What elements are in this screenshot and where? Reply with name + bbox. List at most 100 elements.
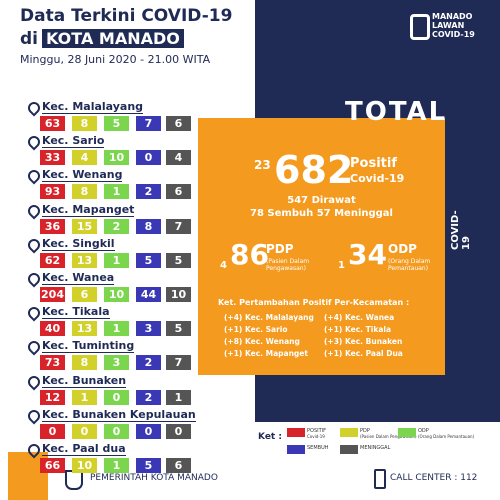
count-cell: 7 [166,218,191,234]
ket-title: Ket. Pertambahan Positif Per-Kecamatan : [218,298,410,307]
count-cell: 0 [166,423,191,439]
count-cell: 0 [136,150,161,166]
ket-list: (+4) Kec. Malalayang (+1) Kec. Sario (+8) … [224,313,424,361]
side-label: COVID-19 [450,210,472,250]
pin-icon [25,167,43,185]
ket-item: (+1) Kec. Sario [224,325,288,334]
count-cell: 8 [72,184,97,200]
legend-sub: (Pasien Dalam Pengawasan) [360,434,417,439]
positif-increase: 23 [254,158,271,172]
dirawat: 547 Dirawat [287,195,356,206]
count-cell: 204 [40,287,65,302]
ket-item: (+4) Kec. Wanea [324,313,395,322]
count-cell: 2 [136,355,161,371]
pin-icon [25,407,43,425]
pdp-count: 86 [230,238,269,271]
count-cell: 5 [104,116,129,131]
count-cell: 12 [40,389,65,405]
count-cell: 7 [166,355,191,371]
ket-item: (+4) Kec. Malalayang [224,313,314,322]
count-cell: 13 [72,321,97,337]
footer-call: CALL CENTER : 112 [390,473,478,483]
phone-icon [374,469,386,489]
pin-icon [25,373,43,391]
legend-label: MENINGGAL [360,445,391,451]
footer-org: PEMERINTAH KOTA MANADO [90,473,218,483]
district-name: Kec. Bunaken [42,373,127,388]
count-cell: 7 [136,116,161,131]
legend-label: ODP [418,428,429,434]
pin-icon [25,202,43,220]
odp-increase: 1 [338,260,345,271]
pin-icon [25,304,43,322]
pdp-increase: 4 [220,260,227,271]
total-heading: TOTAL [345,97,448,127]
district-name: Kec. Malalayang [42,100,144,114]
odp-label: ODP [388,242,417,256]
positif-count: 682 [274,148,354,192]
title: Data Terkini COVID-19 [20,6,233,26]
ket-item: (+1) Kec. Mapanget [224,349,308,358]
ket-item: (+1) Kec. Tikala [324,325,392,334]
pin-icon [25,338,43,356]
odp-count: 34 [348,238,387,271]
legend-sub: (Orang Dalam Pemantauan) [418,434,475,439]
legend-swatch [287,445,305,454]
logo-line: COVID-19 [432,30,475,39]
count-cell: 1 [166,389,191,405]
count-cell: 6 [166,184,191,200]
count-cell: 1 [104,458,129,473]
count-cell: 13 [72,252,97,268]
count-cell: 1 [72,389,97,405]
logo-icon [410,14,430,40]
count-cell: 2 [104,218,129,234]
count-cell: 36 [40,218,65,234]
positif-sub: Covid-19 [350,172,405,185]
legend-swatch [340,445,358,454]
district-name: Kec. Tuminting [42,339,135,354]
legend-swatch [398,428,416,437]
count-cell: 0 [72,423,97,439]
count-cell: 1 [104,252,129,268]
district-name: Kec. Tikala [42,305,110,320]
logo-line: MANADO [432,12,473,21]
count-cell: 8 [136,218,161,234]
district-name: Kec. Mapanget [42,202,135,217]
count-cell: 10 [104,287,129,302]
count-cell: 5 [136,458,161,473]
count-cell: 93 [40,184,65,200]
ket-item: (+1) Kec. Paal Dua [324,349,403,358]
count-cell: 5 [136,252,161,268]
legend-swatch [340,428,358,437]
count-cell: 63 [40,116,65,131]
pin-icon [25,236,43,254]
title-di: di [20,29,38,49]
count-cell: 2 [136,389,161,405]
district-name: Kec. Wenang [42,168,123,183]
odp-sub: (Orang Dalam Pemantauan) [388,258,431,272]
pdp-label: PDP [266,242,294,256]
count-cell: 8 [72,116,97,131]
count-cell: 0 [136,423,161,439]
count-cell: 33 [40,150,65,166]
count-cell: 0 [104,389,129,405]
sembuh-meninggal: 78 Sembuh 57 Meninggal [250,208,393,219]
logo-line: LAWAN [432,21,465,30]
city-emblem [65,470,83,490]
district-name: Kec. Paal dua [42,442,126,456]
count-cell: 0 [40,423,65,439]
count-cell: 10 [104,150,129,166]
count-cell: 1 [104,321,129,337]
count-cell: 40 [40,321,65,337]
count-cell: 4 [166,150,191,166]
count-cell: 6 [72,287,97,302]
ket-item: (+8) Kec. Wenang [224,337,300,346]
count-cell: 15 [72,218,97,234]
ket-item: (+3) Kec. Bunaken [324,337,403,346]
count-cell: 0 [104,423,129,439]
pin-icon [25,99,43,117]
count-cell: 66 [40,458,65,473]
district-name: Kec. Bunaken Kepulauan [42,407,196,422]
count-cell: 2 [136,184,161,200]
